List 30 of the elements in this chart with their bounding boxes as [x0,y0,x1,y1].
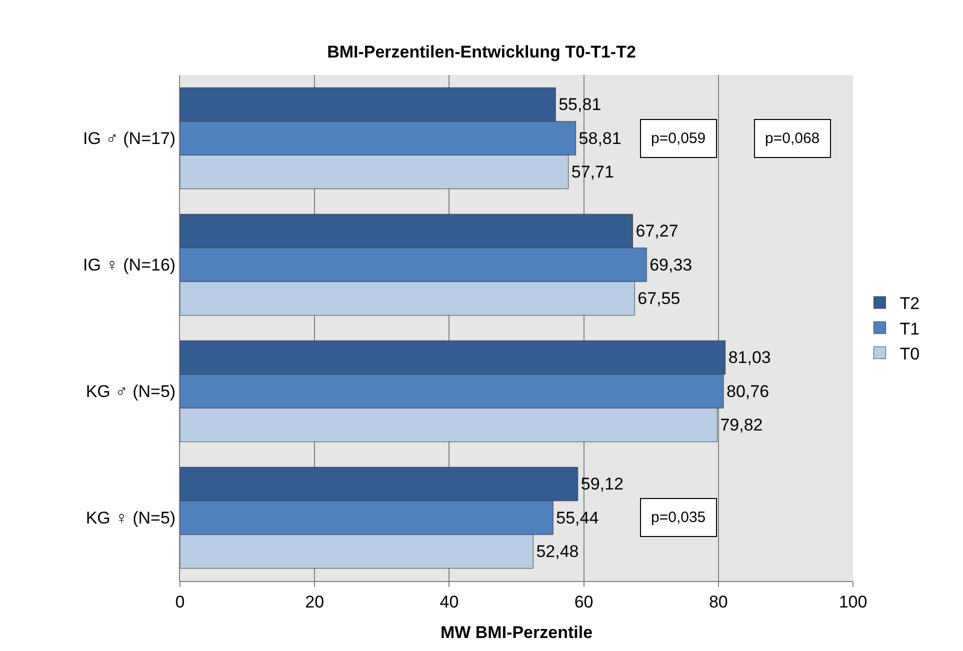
x-tick-label: 80 [708,592,728,612]
x-tick-label: 0 [175,592,185,612]
data-label: 52,48 [536,542,579,561]
annotation: p=0,059 [651,130,706,147]
annotation: p=0,068 [765,130,820,147]
data-label: 80,76 [726,382,770,401]
data-label: 67,27 [636,222,678,241]
data-label: 55,44 [556,508,599,528]
y-tick-label: IG ♀ (N=16) [83,256,176,275]
x-tick-label: 40 [440,592,459,612]
chart-title: BMI-Perzentilen-Entwicklung T0-T1-T2 [327,42,636,62]
x-tick-label: 20 [305,592,324,612]
data-label: 69,33 [650,255,692,274]
y-tick-label: KG ♂ (N=5) [86,382,176,402]
data-label: 59,12 [580,474,624,494]
x-tick-label: 60 [574,592,594,612]
y-tick-label: IG ♂ (N=17) [83,129,176,148]
data-label: 55,81 [558,95,602,114]
annotation: p=0,035 [651,509,706,526]
data-label: 57,71 [571,162,614,182]
legend-label: T1 [900,319,920,338]
x-axis-title: MW BMI-Perzentile [440,622,593,642]
data-label: 79,82 [720,415,763,434]
y-tick-label: KG ♀ (N=5) [86,508,176,528]
data-label: 58,81 [578,128,622,148]
data-label: 67,55 [638,288,680,308]
data-label: 81,03 [728,348,771,368]
legend-label: T2 [900,294,920,314]
x-tick-label: 100 [838,592,868,612]
legend-label: T0 [900,344,920,364]
